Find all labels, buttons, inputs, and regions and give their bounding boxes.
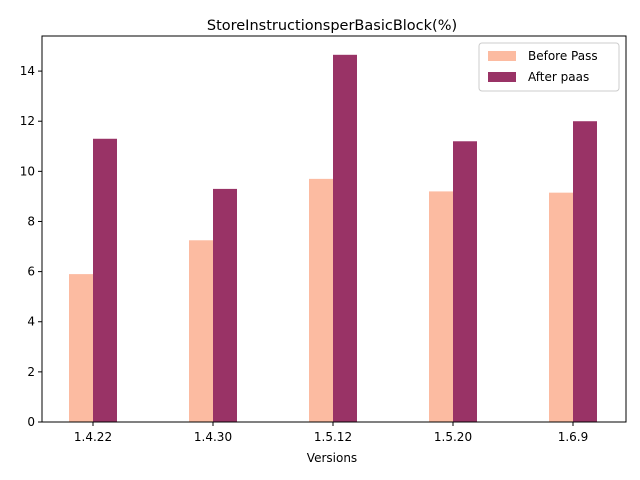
legend-swatch-after-paas	[488, 72, 516, 82]
legend-swatch-before-pass	[488, 51, 516, 61]
legend: Before Pass After paas	[478, 42, 620, 92]
y-tick-label: 12	[20, 114, 35, 128]
y-tick-label: 4	[27, 315, 35, 329]
plot-frame	[41, 35, 627, 423]
y-tick-label: 14	[20, 64, 35, 78]
x-tick-label: 1.6.9	[558, 430, 589, 444]
bar-before-pass-1-5-12	[309, 178, 333, 422]
bar-before-pass-1-6-9	[549, 192, 573, 422]
y-tick-label: 6	[27, 265, 35, 279]
chart-title: StoreInstructionsperBasicBlock(%)	[207, 18, 457, 34]
bar-before-pass-1-4-30	[189, 240, 213, 422]
x-tick-label: 1.5.20	[434, 430, 472, 444]
x-tick-label: 1.4.30	[194, 430, 232, 444]
legend-label-before-pass: Before Pass	[528, 49, 598, 63]
bars-group	[69, 54, 597, 423]
x-tick-label: 1.4.22	[74, 430, 112, 444]
x-axis-label: Versions	[307, 451, 357, 465]
y-tick-label: 2	[27, 365, 35, 379]
legend-label-after-paas: After paas	[528, 70, 589, 84]
bar-before-pass-1-5-20	[429, 191, 453, 422]
bar-after-paas-1-6-9	[573, 121, 597, 423]
y-tick-label: 10	[20, 164, 35, 178]
y-tick-label: 0	[27, 415, 35, 429]
y-tick-label: 8	[27, 214, 35, 228]
bar-after-paas-1-5-12	[333, 54, 357, 422]
bar-after-paas-1-5-20	[453, 141, 477, 423]
axes-group: 0 2 4 6 8 10 12 14 1.4.22 1.4.30 1.5.12 1.5.20 1.6.9	[20, 35, 627, 444]
bar-after-paas-1-4-22	[93, 138, 117, 422]
bar-after-paas-1-4-30	[213, 188, 237, 422]
bar-before-pass-1-4-22	[69, 274, 93, 422]
x-tick-label: 1.5.12	[314, 430, 352, 444]
